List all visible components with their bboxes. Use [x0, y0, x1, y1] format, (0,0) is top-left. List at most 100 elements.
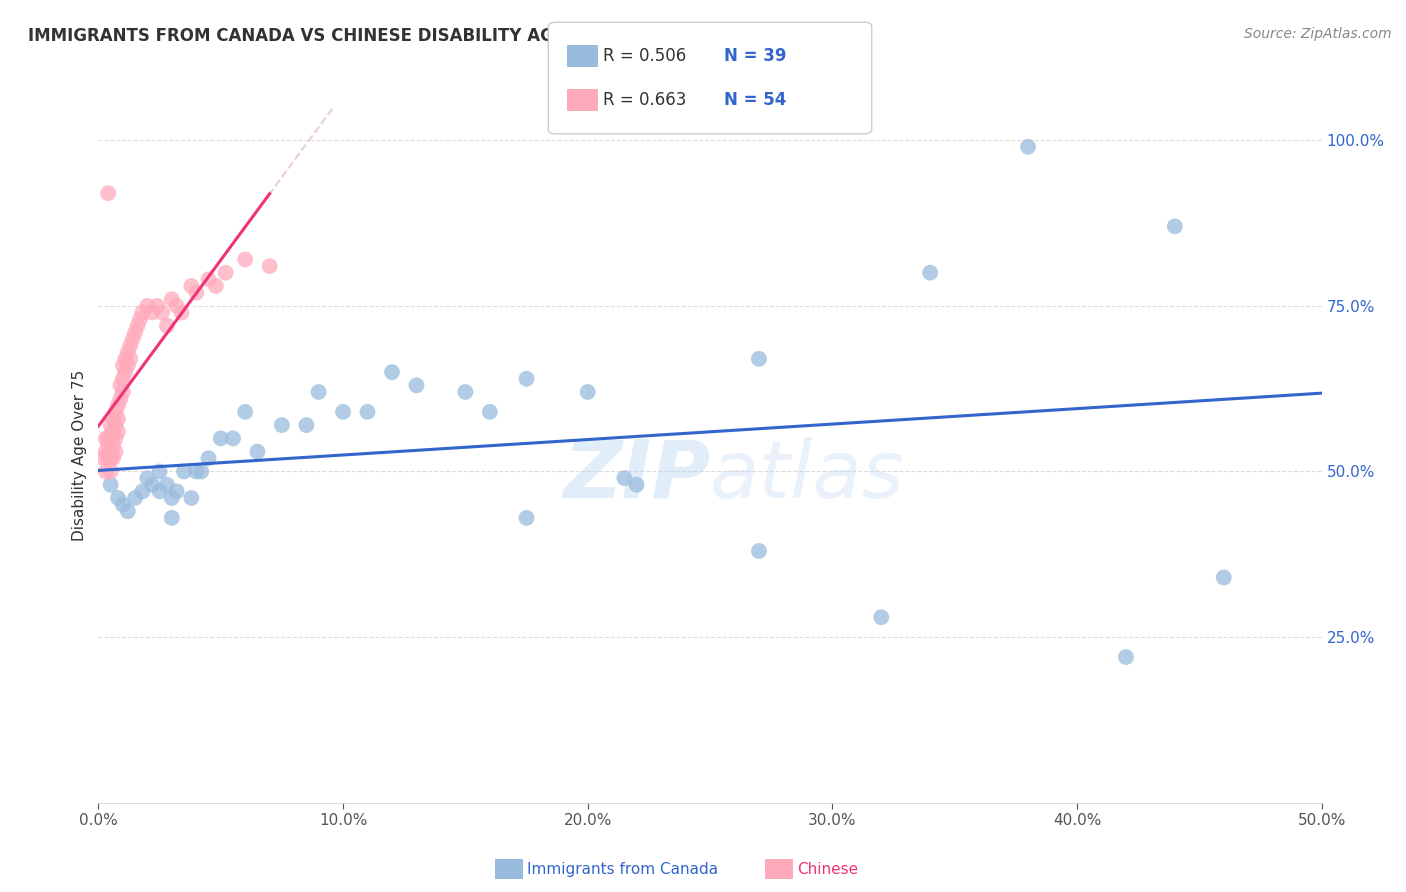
Point — [205, 279, 228, 293]
Point — [124, 491, 146, 505]
Text: Chinese: Chinese — [797, 863, 858, 877]
Point — [332, 405, 354, 419]
Point — [111, 359, 134, 373]
Point — [94, 465, 117, 479]
Point — [170, 305, 193, 319]
Point — [100, 431, 122, 445]
Point — [222, 431, 245, 445]
Point — [100, 444, 122, 458]
Point — [121, 332, 143, 346]
Point — [131, 484, 153, 499]
Point — [150, 305, 173, 319]
Point — [246, 444, 269, 458]
Text: atlas: atlas — [710, 437, 905, 515]
Point — [114, 365, 136, 379]
Point — [156, 318, 179, 333]
Point — [870, 610, 893, 624]
Point — [120, 351, 142, 366]
Point — [100, 477, 122, 491]
Point — [97, 431, 120, 445]
Point — [1115, 650, 1137, 665]
Point — [101, 451, 124, 466]
Point — [110, 392, 132, 406]
Point — [515, 372, 537, 386]
Point — [94, 431, 117, 445]
Text: R = 0.506: R = 0.506 — [603, 47, 686, 65]
Point — [405, 378, 427, 392]
Point — [180, 279, 202, 293]
Point — [141, 305, 163, 319]
Point — [101, 438, 124, 452]
Point — [197, 451, 219, 466]
Point — [107, 425, 129, 439]
Text: ZIP: ZIP — [562, 437, 710, 515]
Point — [233, 405, 256, 419]
Point — [149, 484, 172, 499]
Point — [748, 351, 770, 366]
Point — [97, 186, 120, 201]
Point — [166, 299, 188, 313]
Point — [136, 299, 159, 313]
Point — [104, 418, 127, 433]
Point — [190, 465, 212, 479]
Point — [149, 465, 172, 479]
Point — [100, 418, 122, 433]
Y-axis label: Disability Age Over 75: Disability Age Over 75 — [72, 369, 87, 541]
Point — [259, 259, 281, 273]
Point — [136, 471, 159, 485]
Point — [117, 345, 139, 359]
Point — [166, 484, 188, 499]
Point — [197, 272, 219, 286]
Point — [295, 418, 318, 433]
Point — [613, 471, 636, 485]
Point — [131, 305, 153, 319]
Text: N = 54: N = 54 — [724, 91, 786, 109]
Point — [920, 266, 942, 280]
Point — [1212, 570, 1234, 584]
Point — [308, 384, 330, 399]
Text: Source: ZipAtlas.com: Source: ZipAtlas.com — [1244, 27, 1392, 41]
Point — [91, 451, 114, 466]
Point — [1017, 140, 1039, 154]
Text: IMMIGRANTS FROM CANADA VS CHINESE DISABILITY AGE OVER 75 CORRELATION CHART: IMMIGRANTS FROM CANADA VS CHINESE DISABI… — [28, 27, 856, 45]
Point — [381, 365, 404, 379]
Point — [101, 411, 124, 425]
Point — [146, 299, 169, 313]
Point — [111, 372, 134, 386]
Point — [186, 465, 208, 479]
Point — [120, 338, 142, 352]
Point — [107, 398, 129, 412]
Text: N = 39: N = 39 — [724, 47, 786, 65]
Point — [626, 477, 648, 491]
Point — [107, 491, 129, 505]
Point — [127, 318, 149, 333]
Point — [454, 384, 477, 399]
Point — [180, 491, 202, 505]
Point — [160, 511, 183, 525]
Point — [576, 384, 599, 399]
Point — [356, 405, 378, 419]
Point — [186, 285, 208, 300]
Point — [233, 252, 256, 267]
Point — [117, 359, 139, 373]
Point — [114, 351, 136, 366]
Point — [160, 491, 183, 505]
Point — [270, 418, 294, 433]
Point — [1164, 219, 1187, 234]
Point — [141, 477, 163, 491]
Point — [156, 477, 179, 491]
Point — [111, 498, 134, 512]
Point — [515, 511, 537, 525]
Point — [748, 544, 770, 558]
Point — [100, 465, 122, 479]
Point — [100, 451, 122, 466]
Text: R = 0.663: R = 0.663 — [603, 91, 686, 109]
Point — [209, 431, 232, 445]
Point — [117, 504, 139, 518]
Point — [94, 444, 117, 458]
Point — [107, 411, 129, 425]
Point — [97, 451, 120, 466]
Text: Immigrants from Canada: Immigrants from Canada — [527, 863, 718, 877]
Point — [110, 378, 132, 392]
Point — [129, 312, 152, 326]
